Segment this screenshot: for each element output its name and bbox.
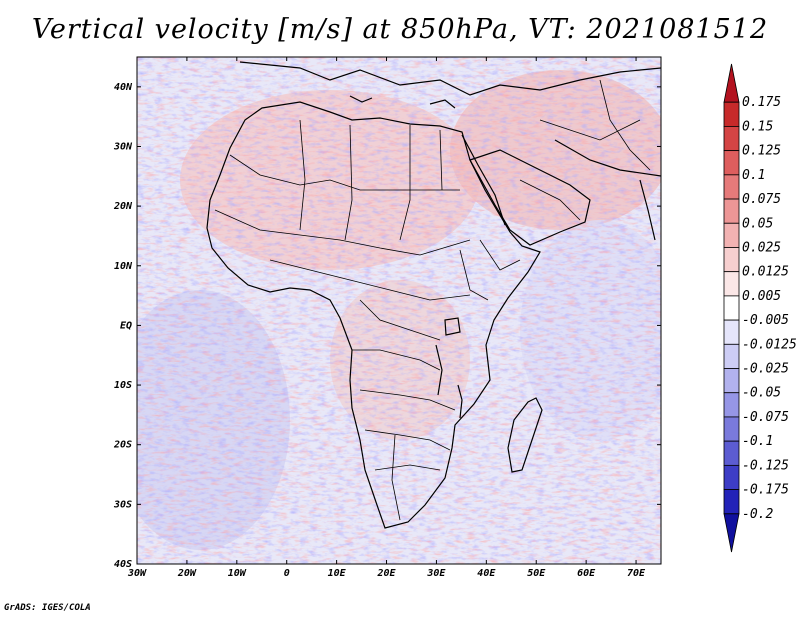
plot-frame bbox=[136, 56, 662, 565]
colorbar-label: -0.1 bbox=[742, 434, 773, 449]
lat-label: 30N bbox=[113, 141, 133, 152]
lon-label: 20E bbox=[376, 568, 396, 579]
coastlines bbox=[206, 61, 661, 529]
colorbar-label: -0.0125 bbox=[742, 337, 797, 352]
lon-label: 30W bbox=[127, 568, 147, 579]
colorbar-box bbox=[723, 368, 740, 394]
colorbar-box bbox=[723, 343, 740, 369]
velocity-field bbox=[137, 57, 661, 564]
axis-ticks bbox=[136, 57, 661, 565]
colorbar-box bbox=[723, 464, 740, 490]
colorbar-box bbox=[723, 198, 740, 224]
colorbar-box bbox=[723, 295, 740, 321]
lon-label: 20W bbox=[177, 568, 197, 579]
colorbar-box bbox=[723, 174, 740, 200]
colorbar-label: -0.05 bbox=[742, 386, 781, 401]
lon-label: 30E bbox=[426, 568, 446, 579]
grads-credit: GrADS: IGES/COLA bbox=[4, 603, 91, 613]
lat-label: EQ bbox=[120, 320, 132, 331]
lon-label: 10E bbox=[328, 568, 347, 579]
colorbar-label: 0.175 bbox=[742, 95, 781, 110]
lat-label: 10S bbox=[114, 380, 132, 391]
colorbar-box bbox=[723, 319, 740, 345]
lat-label: 40S bbox=[114, 559, 132, 570]
colorbar-top-arrow bbox=[723, 63, 740, 103]
colorbar-box bbox=[723, 440, 740, 466]
colorbar-label: 0.1 bbox=[742, 168, 765, 183]
lon-label: 0 bbox=[284, 568, 290, 579]
lat-label: 20N bbox=[113, 201, 133, 212]
latitude-labels: 40N 30N 20N 10N EQ 10S 20S 30S 40S bbox=[113, 82, 133, 570]
colorbar-label: 0.025 bbox=[742, 240, 781, 255]
longitude-labels: 30W 20W 10W 0 10E 20E 30E 40E 50E 60E 70E bbox=[127, 568, 646, 579]
colorbar-bottom-arrow bbox=[723, 513, 740, 553]
colorbar-box bbox=[723, 392, 740, 418]
colorbar-label: 0.0125 bbox=[742, 265, 789, 280]
lon-label: 50E bbox=[527, 568, 546, 579]
lat-label: 20S bbox=[113, 440, 132, 451]
colorbar-label: 0.05 bbox=[742, 216, 773, 231]
colorbar-label: -0.025 bbox=[742, 362, 789, 377]
colorbar-label: -0.2 bbox=[742, 507, 773, 522]
lon-label: 40E bbox=[477, 568, 496, 579]
colorbar-labels: 0.175 0.15 0.125 0.1 0.075 0.05 0.025 0.0125 0.0… bbox=[742, 95, 797, 522]
lat-label: 30S bbox=[113, 499, 132, 510]
colorbar-label: -0.125 bbox=[742, 458, 789, 473]
colorbar-label: 0.125 bbox=[742, 144, 781, 159]
colorbar-box bbox=[723, 150, 740, 176]
colorbar-label: 0.005 bbox=[742, 289, 781, 304]
colorbar-label: 0.15 bbox=[742, 119, 773, 134]
colorbar-box bbox=[723, 271, 740, 297]
chart-title: Vertical velocity [m/s] at 850hPa, VT: 2… bbox=[31, 14, 769, 45]
lon-label: 70E bbox=[627, 568, 646, 579]
lon-label: 60E bbox=[577, 568, 596, 579]
colorbar-label: -0.175 bbox=[742, 483, 789, 498]
lat-label: 10N bbox=[114, 261, 133, 272]
colorbar-label: -0.005 bbox=[742, 313, 789, 328]
lat-label: 40N bbox=[114, 82, 133, 93]
colorbar-box bbox=[723, 489, 740, 515]
lon-label: 10W bbox=[228, 568, 247, 579]
colorbar-label: 0.075 bbox=[742, 192, 781, 207]
colorbar-box bbox=[723, 416, 740, 442]
colorbar-box bbox=[723, 126, 740, 152]
colorbar bbox=[723, 63, 740, 553]
colorbar-box bbox=[723, 222, 740, 248]
country-borders bbox=[214, 79, 651, 521]
colorbar-box bbox=[723, 101, 740, 127]
colorbar-label: -0.075 bbox=[742, 410, 789, 425]
colorbar-box bbox=[723, 247, 740, 273]
